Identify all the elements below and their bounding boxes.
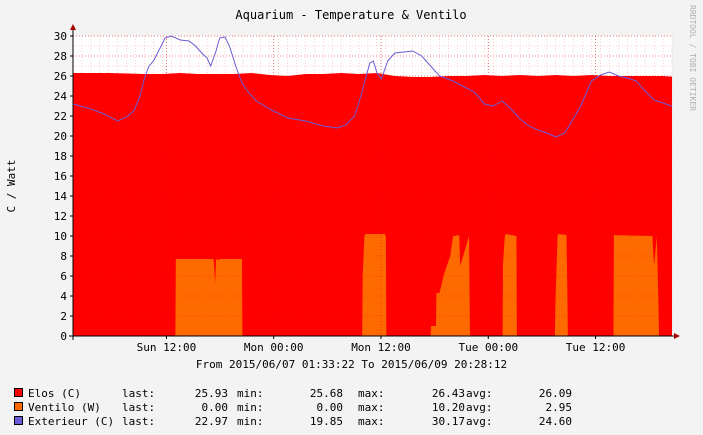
legend-stat-label: avg: [466, 401, 493, 414]
y-axis-label: C / Watt [5, 160, 18, 213]
y-tick-label: 0 [60, 330, 67, 343]
x-tick-label: Mon 12:00 [351, 341, 411, 354]
y-tick-label: 24 [54, 90, 68, 103]
legend-stat-value: 25.68 [309, 387, 343, 400]
period-label: From 2015/06/07 01:33:22 To 2015/06/09 2… [195, 358, 508, 371]
legend-series-name: Ventilo (W) [28, 401, 101, 414]
legend-stat-value: 26.43 [431, 387, 465, 400]
legend-series-name: Exterieur (C) [28, 415, 115, 428]
y-tick-label: 22 [54, 110, 67, 123]
legend-stat-value: 30.17 [431, 415, 465, 428]
legend-stat-value: 0.00 [316, 401, 344, 414]
legend-stat-label: min: [237, 401, 264, 414]
legend-swatch [14, 402, 23, 411]
y-axis-arrow [70, 24, 76, 30]
y-tick-label: 18 [54, 150, 67, 163]
legend-swatch [14, 388, 23, 397]
series-line-2 [72, 35, 673, 138]
x-axis-arrow [674, 333, 680, 339]
y-tick-label: 6 [60, 270, 67, 283]
legend-stat-label: last: [122, 415, 156, 428]
series-areas [73, 35, 672, 337]
series-lines [72, 35, 673, 138]
x-tick-label: Mon 00:00 [244, 341, 304, 354]
y-tick-label: 12 [54, 210, 67, 223]
legend-stat-label: max: [358, 401, 385, 414]
y-tick-label: 10 [54, 230, 67, 243]
y-tick-label: 4 [60, 290, 67, 303]
y-tick-label: 14 [54, 190, 68, 203]
vendor-watermark: RRDTOOL / TOBI OETIKER [688, 5, 697, 111]
legend-stat-label: last: [122, 387, 156, 400]
legend-stat-value: 22.97 [194, 415, 228, 428]
legend-stat-value: 2.95 [545, 401, 573, 414]
y-tick-label: 8 [60, 250, 67, 263]
legend-stat-value: 24.60 [538, 415, 572, 428]
chart-title: Aquarium - Temperature & Ventilo [235, 8, 466, 22]
legend-stat-value: 0.00 [201, 401, 229, 414]
axes [69, 24, 680, 340]
legend-series-name: Elos (C) [28, 387, 81, 400]
legend-stat-label: avg: [466, 387, 493, 400]
legend-stat-value: 25.93 [194, 387, 228, 400]
series-area-1 [73, 234, 672, 336]
x-tick-label: Sun 12:00 [137, 341, 197, 354]
legend-stat-label: min: [237, 387, 264, 400]
legend-stat-label: avg: [466, 415, 493, 428]
legend-stat-label: min: [237, 415, 264, 428]
x-tick-labels: Sun 12:00 Mon 00:00 Mon 12:00 Tue 00:00 Tue … [137, 341, 626, 354]
y-tick-label: 28 [54, 50, 67, 63]
legend-stat-value: 10.20 [431, 401, 465, 414]
legend-stat-value: 26.09 [538, 387, 572, 400]
legend-stat-label: max: [358, 387, 385, 400]
y-tick-label: 2 [60, 310, 67, 323]
legend-swatch [14, 416, 23, 425]
y-tick-label: 30 [54, 30, 67, 43]
legend-stat-label: max: [358, 415, 385, 428]
x-tick-label: Tue 00:00 [458, 341, 518, 354]
y-tick-label: 26 [54, 70, 67, 83]
legend-stat-value: 19.85 [309, 415, 343, 428]
y-tick-label: 20 [54, 130, 67, 143]
y-tick-label: 16 [54, 170, 67, 183]
legend-stat-label: last: [122, 401, 156, 414]
x-tick-label: Tue 12:00 [566, 341, 626, 354]
